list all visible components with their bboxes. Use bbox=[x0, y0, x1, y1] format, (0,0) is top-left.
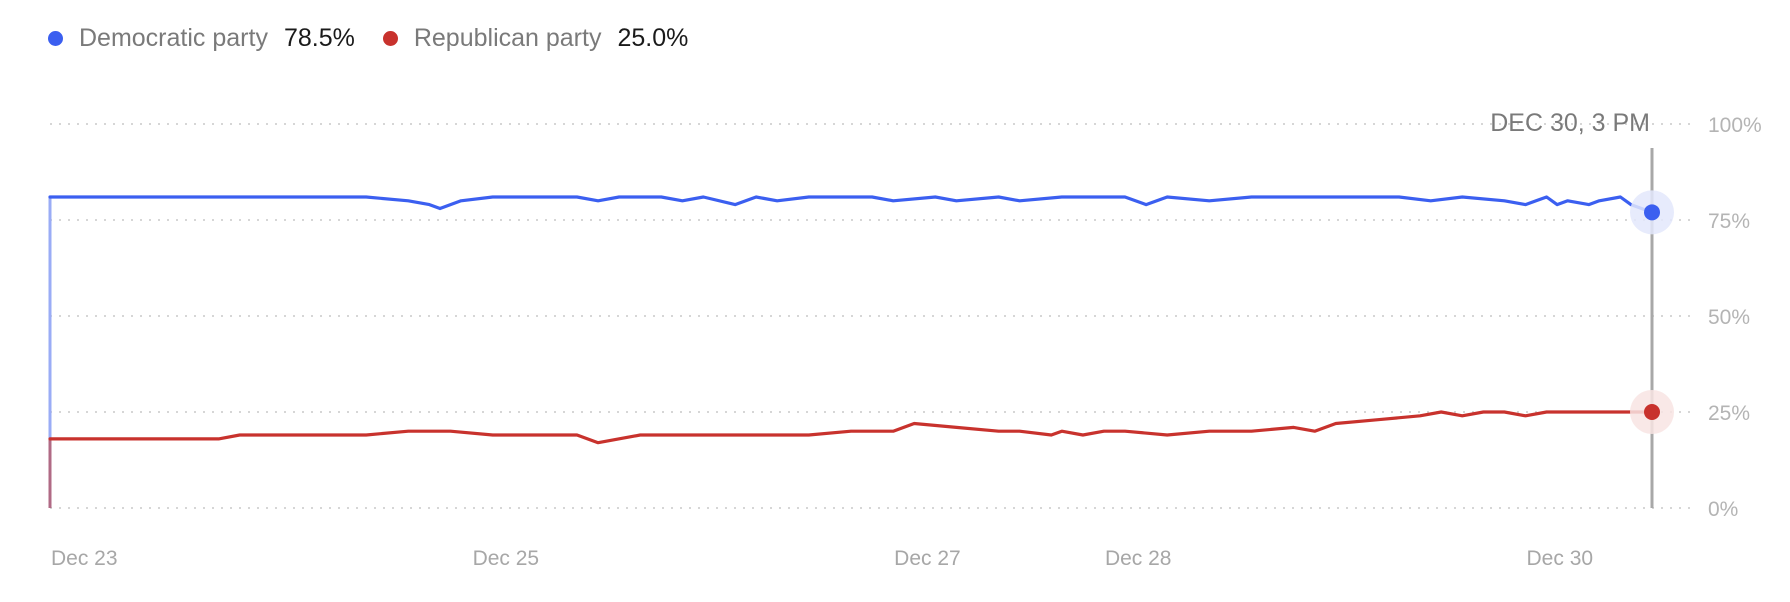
x-tick-label: Dec 23 bbox=[51, 547, 118, 570]
y-axis-ticks: 100% 75% 50% 25% 0% bbox=[1708, 114, 1762, 521]
legend-value-republican: 25.0% bbox=[617, 23, 689, 52]
y-tick-label: 25% bbox=[1708, 402, 1750, 425]
republican-marker[interactable] bbox=[1644, 404, 1660, 420]
legend-label-republican: Republican party bbox=[413, 23, 602, 52]
y-tick-label: 50% bbox=[1708, 306, 1750, 329]
democratic-marker[interactable] bbox=[1644, 204, 1660, 221]
x-tick-label: Dec 27 bbox=[894, 547, 961, 570]
y-tick-label: 0% bbox=[1708, 498, 1738, 521]
hover-cursor[interactable]: DEC 30, 3 PM bbox=[1490, 109, 1674, 508]
legend-value-democratic: 78.5% bbox=[283, 23, 355, 52]
legend-label-democratic: Democratic party bbox=[79, 23, 268, 52]
republican-dot-icon bbox=[382, 30, 398, 46]
grid-lines bbox=[50, 123, 1690, 509]
y-tick-label: 100% bbox=[1708, 114, 1762, 137]
y-tick-label: 75% bbox=[1708, 210, 1750, 233]
x-tick-label: Dec 25 bbox=[473, 547, 540, 570]
x-tick-label: Dec 30 bbox=[1527, 547, 1594, 570]
series-lines bbox=[48, 195, 1654, 508]
cursor-date-label: DEC 30, 3 PM bbox=[1490, 109, 1650, 137]
x-axis-ticks: Dec 23 Dec 25 Dec 27 Dec 28 Dec 30 bbox=[51, 547, 1593, 570]
x-tick-label: Dec 28 bbox=[1105, 547, 1172, 570]
legend-item-democratic[interactable]: Democratic party 78.5% bbox=[48, 24, 355, 53]
republican-series-line bbox=[48, 410, 1654, 445]
democratic-dot-icon bbox=[48, 30, 63, 46]
legend-item-republican[interactable]: Republican party 25.0% bbox=[382, 23, 689, 53]
democratic-series-line bbox=[48, 195, 1654, 214]
chart-legend: Democratic party 78.5% Republican party … bbox=[48, 18, 716, 58]
